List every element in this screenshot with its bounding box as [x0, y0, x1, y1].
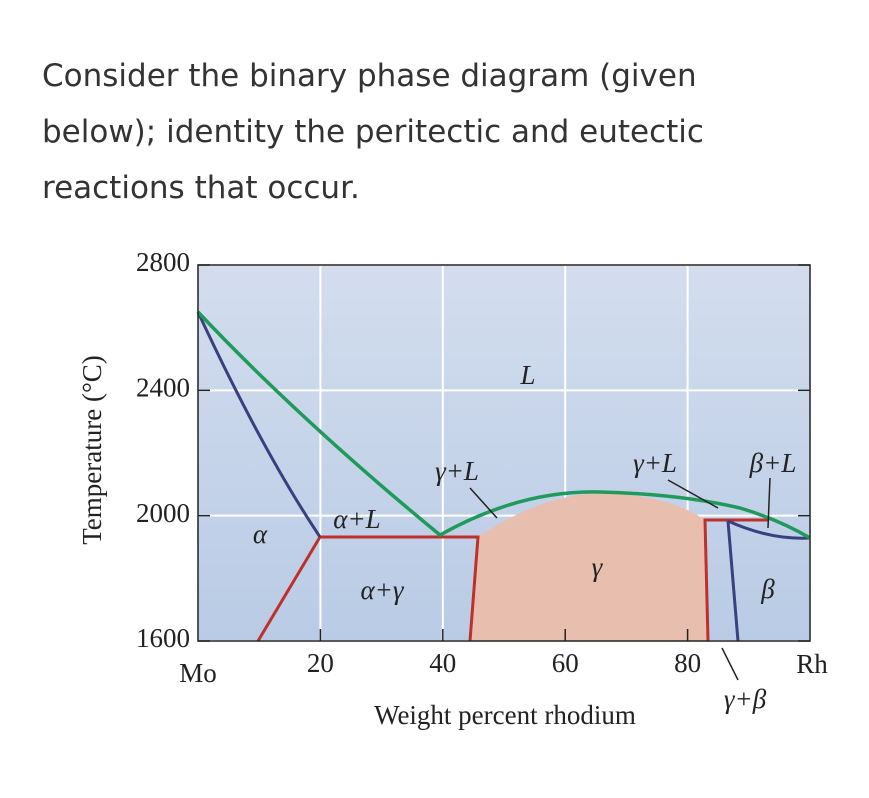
x-tick-label: 40 — [429, 648, 456, 678]
phase-label: γ+L — [435, 456, 479, 486]
y-tick-label: 1600 — [136, 623, 190, 653]
question-text: Consider the binary phase diagram (given… — [42, 58, 704, 206]
x-axis-label: Weight percent rhodium — [374, 700, 636, 730]
gamma-region — [470, 493, 708, 641]
y-tick-label: 2800 — [136, 247, 190, 277]
phase-label: γ — [592, 552, 604, 582]
phase-label: α+γ — [360, 575, 404, 605]
solidus-lines — [196, 311, 811, 642]
x-right-label: Rh — [796, 649, 828, 679]
leader-lines — [469, 477, 771, 681]
x-tick-label: 80 — [674, 648, 701, 678]
phase-label: α+L — [333, 504, 380, 534]
solvus-lines — [256, 518, 768, 642]
phase-label: γ+L — [633, 448, 677, 478]
y-tick-label: 2000 — [136, 498, 190, 528]
phase-label: L — [519, 360, 535, 390]
x-tick-label: 20 — [307, 648, 334, 678]
x-left-label: Mo — [179, 658, 217, 688]
liquidus-line — [196, 310, 811, 540]
y-axis-label: Temperature (°C) — [77, 355, 107, 545]
y-tick-label: 2400 — [136, 373, 190, 403]
phase-label: α — [253, 519, 268, 549]
x-tick-label: 60 — [552, 648, 579, 678]
plot-frame — [197, 264, 811, 642]
phase-label: β — [760, 574, 775, 604]
phase-label: β+L — [749, 448, 797, 478]
phase-label: γ+β — [724, 684, 767, 714]
